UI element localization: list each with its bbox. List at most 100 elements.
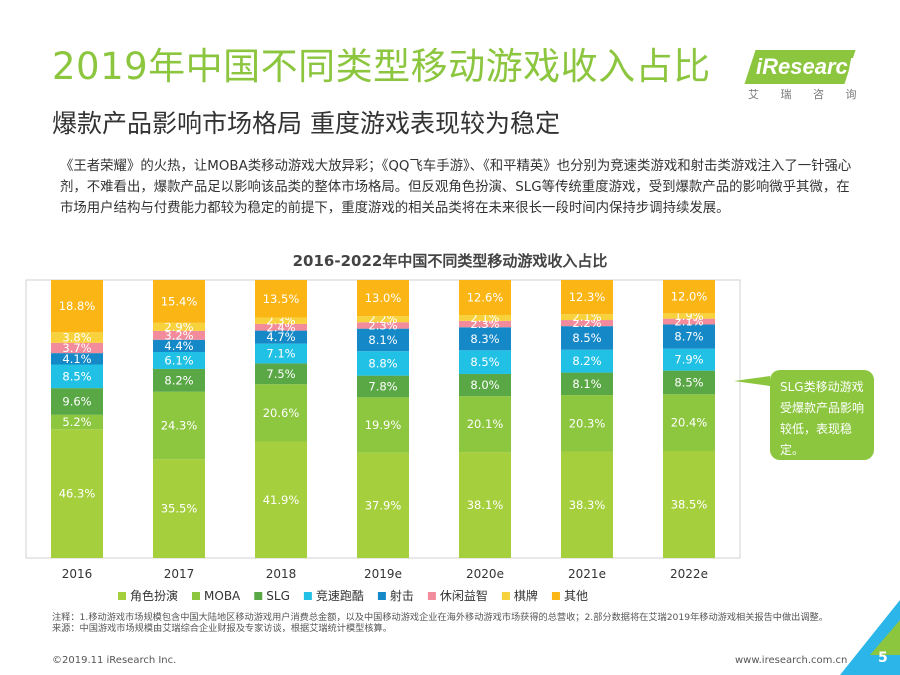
bar-segment-2022e-s4 (663, 324, 715, 349)
data-label-2017-s4: 4.4% (164, 339, 193, 353)
bar-segment-2021e-s2 (561, 372, 613, 396)
legend-swatch-0 (118, 592, 126, 600)
bar-segment-2019e-s4 (357, 328, 409, 352)
data-label-2016-s5: 3.7% (62, 341, 91, 355)
bar-segment-2019e-s1 (357, 397, 409, 453)
data-label-2016-s4: 4.1% (62, 352, 91, 366)
legend-label-0: 角色扮演 (130, 588, 178, 603)
data-label-2020e-s2: 8.0% (470, 378, 499, 392)
data-label-2021e-s4: 8.5% (572, 331, 601, 345)
bar-segment-2017-s4 (153, 339, 205, 353)
bar-segment-2020e-s0 (459, 452, 511, 558)
legend-swatch-3 (303, 592, 312, 600)
description-paragraph: 《王者荣耀》的火热，让MOBA类移动游戏大放异彩；《QQ飞车手游》、《和平精英》… (60, 159, 852, 216)
bar-segment-2021e-s4 (561, 326, 613, 350)
legend-swatch-6 (501, 592, 510, 600)
bar-segment-2019e-s5 (357, 322, 409, 329)
data-label-2018-s7: 13.5% (263, 292, 300, 306)
data-label-2019e-s2: 7.8% (368, 379, 397, 393)
data-label-2019e-s0: 37.9% (365, 498, 402, 512)
data-label-2017-s5: 3.2% (164, 328, 193, 342)
legend-swatch-4 (377, 592, 386, 600)
logo-subtitle: 艾 瑞 咨 询 (748, 88, 866, 101)
legend-label-2: SLG (266, 589, 290, 603)
logo-brand: iResearch (756, 54, 862, 79)
bar-segment-2018-s1 (255, 384, 307, 442)
website-url: www.iresearch.com.cn (735, 655, 848, 666)
legend-label-6: 棋牌 (514, 589, 538, 603)
bar-segment-2016-s0 (51, 429, 103, 558)
legend-swatch-1 (192, 592, 201, 600)
bar-segment-2020e-s4 (459, 327, 511, 351)
note-text: 注释：1.移动游戏市场规模包含中国大陆地区移动游戏用户消费总金额，以及中国移动游… (52, 612, 828, 623)
bar-segment-2021e-s6 (561, 314, 613, 321)
data-label-2022e-s0: 38.5% (671, 497, 708, 511)
legend-label-3: 竞速跑酷 (316, 589, 364, 603)
data-label-2021e-s1: 20.3% (569, 416, 606, 430)
bar-segment-2017-s2 (153, 368, 205, 392)
data-label-2017-s0: 35.5% (161, 502, 198, 516)
corner-decoration (840, 600, 900, 675)
data-label-2017-s7: 15.4% (161, 294, 198, 308)
legend-label-7: 其他 (564, 589, 588, 603)
data-label-2021e-s7: 12.3% (569, 290, 606, 304)
bar-segment-2021e-s3 (561, 349, 613, 373)
bar-segment-2019e-s2 (357, 375, 409, 398)
bar-segment-2018-s7 (255, 280, 307, 318)
bar-segment-2016-s4 (51, 353, 103, 365)
data-label-2018-s2: 7.5% (266, 367, 295, 381)
bar-segment-2019e-s0 (357, 452, 409, 558)
bar-segment-2021e-s1 (561, 395, 613, 452)
data-label-2020e-s7: 12.6% (467, 291, 504, 305)
legend-label-1: MOBA (204, 589, 241, 603)
bar-segment-2017-s7 (153, 280, 205, 323)
bar-segment-2018-s5 (255, 323, 307, 331)
bar-segment-2022e-s3 (663, 348, 715, 371)
chart-title: 2016-2022年中国不同类型移动游戏收入占比 (292, 252, 608, 270)
data-label-2017-s6: 2.9% (164, 320, 193, 334)
data-label-2016-s6: 3.8% (62, 331, 91, 345)
data-label-2017-s1: 24.3% (161, 419, 198, 433)
data-label-2020e-s1: 20.1% (467, 417, 504, 431)
bar-segment-2020e-s2 (459, 373, 511, 397)
bar-segment-2021e-s0 (561, 451, 613, 558)
bar-segment-2017-s1 (153, 391, 205, 460)
x-tick-label-2016: 2016 (62, 567, 93, 581)
bar-segment-2020e-s3 (459, 350, 511, 374)
bar-segment-2020e-s6 (459, 315, 511, 321)
data-label-2018-s3: 7.1% (266, 347, 295, 361)
callout-box: SLG类移动游戏受爆款产品影响较低，表现稳定。 (770, 370, 874, 460)
data-label-2016-s0: 46.3% (59, 487, 96, 501)
bar-segment-2018-s2 (255, 363, 307, 385)
iresearch-logo: iResearch 艾 瑞 咨 询 (744, 46, 861, 106)
x-tick-label-2018: 2018 (266, 567, 297, 581)
bar-segment-2017-s0 (153, 459, 205, 558)
data-label-2018-s1: 20.6% (263, 406, 300, 420)
page-title: 2019年中国不同类型移动游戏收入占比 (52, 45, 711, 88)
data-label-2020e-s0: 38.1% (467, 498, 504, 512)
bar-segment-2021e-s5 (561, 320, 613, 327)
bar-segment-2017-s5 (153, 330, 205, 340)
legend-swatch-5 (427, 592, 436, 600)
data-label-2022e-s2: 8.5% (674, 375, 703, 389)
bar-segment-2019e-s3 (357, 351, 409, 376)
data-label-2018-s0: 41.9% (263, 493, 300, 507)
bar-segment-2022e-s6 (663, 313, 715, 319)
data-label-2016-s3: 8.5% (62, 369, 91, 383)
data-label-2019e-s3: 8.8% (368, 356, 397, 370)
bar-segment-2021e-s7 (561, 280, 613, 315)
bar-segment-2016-s6 (51, 332, 103, 343)
bar-segment-2016-s2 (51, 388, 103, 415)
bar-segment-2022e-s1 (663, 394, 715, 451)
source-text: 来源：中国游戏市场规模由艾瑞综合企业财报及专家访谈，根据艾瑞统计模型核算。 (52, 623, 392, 634)
legend-label-5: 休闲益智 (440, 588, 488, 603)
data-label-2019e-s7: 13.0% (365, 291, 402, 305)
data-label-2022e-s1: 20.4% (671, 416, 708, 430)
data-label-2022e-s4: 8.7% (674, 330, 703, 344)
data-label-2021e-s3: 8.2% (572, 354, 601, 368)
bar-segment-2020e-s7 (459, 280, 511, 316)
bar-segment-2022e-s0 (663, 450, 715, 558)
data-label-2016-s7: 18.8% (59, 299, 96, 313)
bar-segment-2016-s1 (51, 414, 103, 430)
x-tick-label-2022e: 2022e (670, 567, 708, 581)
